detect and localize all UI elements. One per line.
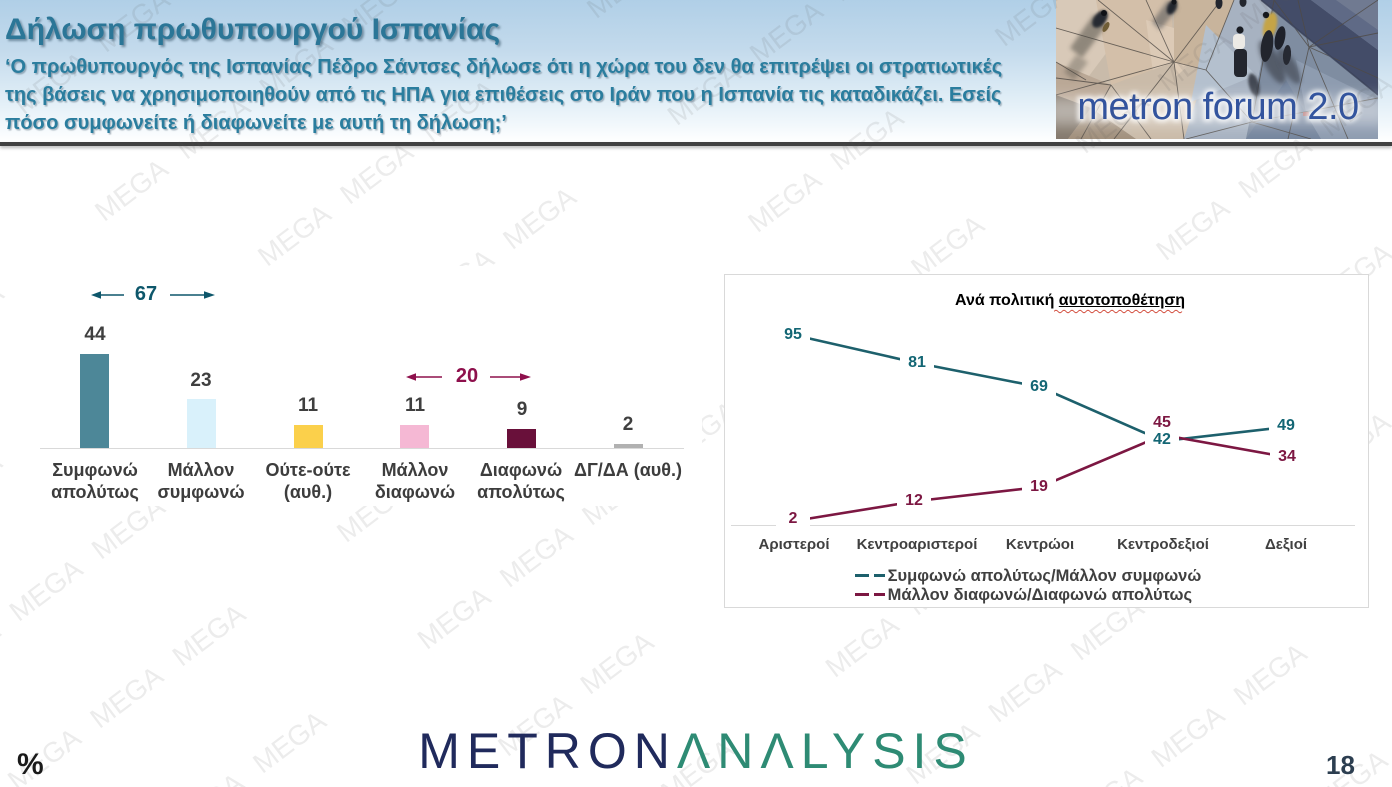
svg-text:metron forum 2.0: metron forum 2.0 bbox=[1077, 86, 1358, 128]
svg-text:metron forum 2.0: metron forum 2.0 bbox=[1077, 86, 1358, 128]
